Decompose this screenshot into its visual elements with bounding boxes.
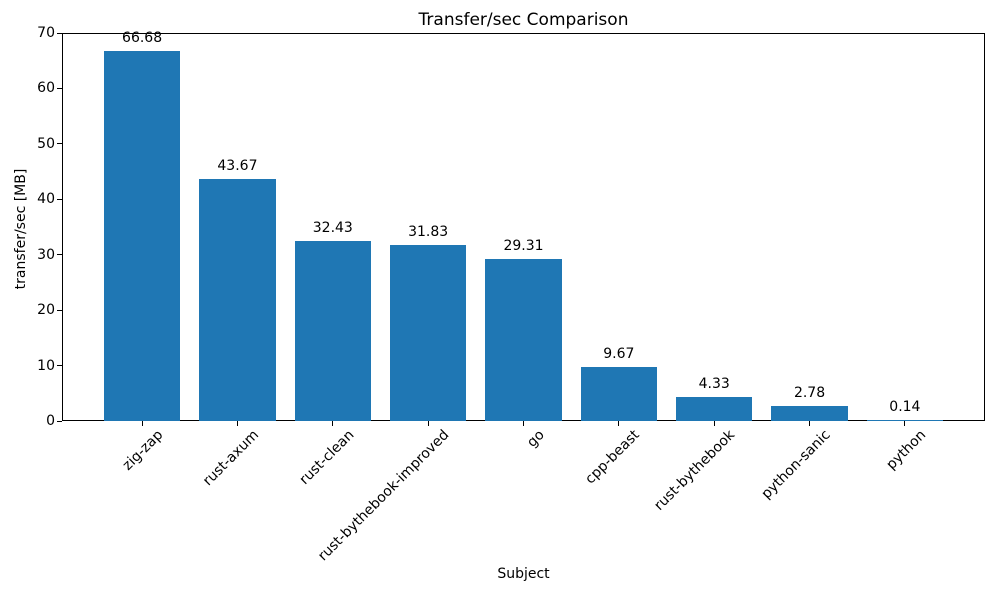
y-tick-mark xyxy=(57,365,62,367)
y-tick-mark xyxy=(57,32,62,34)
bar xyxy=(866,420,944,421)
x-tick-label: rust-axum xyxy=(199,427,262,490)
x-tick-mark xyxy=(332,421,334,426)
x-tick-label: rust-clean xyxy=(296,427,358,488)
y-tick-mark xyxy=(57,309,62,311)
x-tick-label: cpp-beast xyxy=(582,427,644,488)
x-tick-mark xyxy=(236,421,238,426)
x-axis-label: Subject xyxy=(497,566,550,582)
bar xyxy=(390,244,467,421)
y-tick-label: 40 xyxy=(37,191,55,208)
y-tick-mark xyxy=(57,420,62,422)
x-tick-label: python xyxy=(883,427,930,473)
y-axis-label: transfer/sec [MB] xyxy=(13,168,29,290)
x-tick-label: go xyxy=(524,427,548,451)
bar-value-label: 2.78 xyxy=(793,384,826,401)
bar xyxy=(676,397,753,421)
y-tick-label: 60 xyxy=(37,80,55,97)
bar xyxy=(771,405,848,421)
x-tick-mark xyxy=(713,421,715,426)
chart-title: Transfer/sec Comparison xyxy=(418,10,629,30)
bar-value-label: 66.68 xyxy=(122,30,163,47)
x-tick-mark xyxy=(618,421,620,426)
x-tick-label: rust-bythebook xyxy=(651,427,739,514)
bar xyxy=(485,258,562,421)
bar-value-label: 0.14 xyxy=(889,399,921,416)
y-tick-label: 20 xyxy=(37,302,55,319)
bar xyxy=(294,241,371,421)
y-tick-label: 50 xyxy=(37,135,55,152)
x-tick-mark xyxy=(523,421,524,426)
y-tick-mark xyxy=(57,198,62,200)
y-tick-mark xyxy=(57,143,62,145)
x-tick-mark xyxy=(809,421,811,426)
x-tick-label: zig-zap xyxy=(119,427,167,474)
bar xyxy=(199,178,276,421)
bar-value-label: 9.67 xyxy=(603,346,635,363)
bar-value-label: 32.43 xyxy=(312,220,353,237)
bar-value-label: 4.33 xyxy=(698,376,730,392)
x-tick-mark xyxy=(141,421,143,426)
y-tick-label: 30 xyxy=(37,246,55,263)
x-tick-mark xyxy=(904,421,906,426)
y-tick-label: 0 xyxy=(46,413,55,429)
bar-value-label: 43.67 xyxy=(217,157,258,174)
y-tick-mark xyxy=(57,87,62,89)
x-tick-mark xyxy=(427,421,429,426)
y-tick-mark xyxy=(57,254,62,256)
x-tick-label: python-sanic xyxy=(758,427,834,503)
y-tick-label: 70 xyxy=(37,25,55,42)
bar-value-label: 29.31 xyxy=(503,237,544,254)
bar-value-label: 31.83 xyxy=(408,223,449,240)
y-tick-label: 10 xyxy=(37,357,55,374)
bar xyxy=(580,367,657,421)
bar xyxy=(103,51,181,421)
